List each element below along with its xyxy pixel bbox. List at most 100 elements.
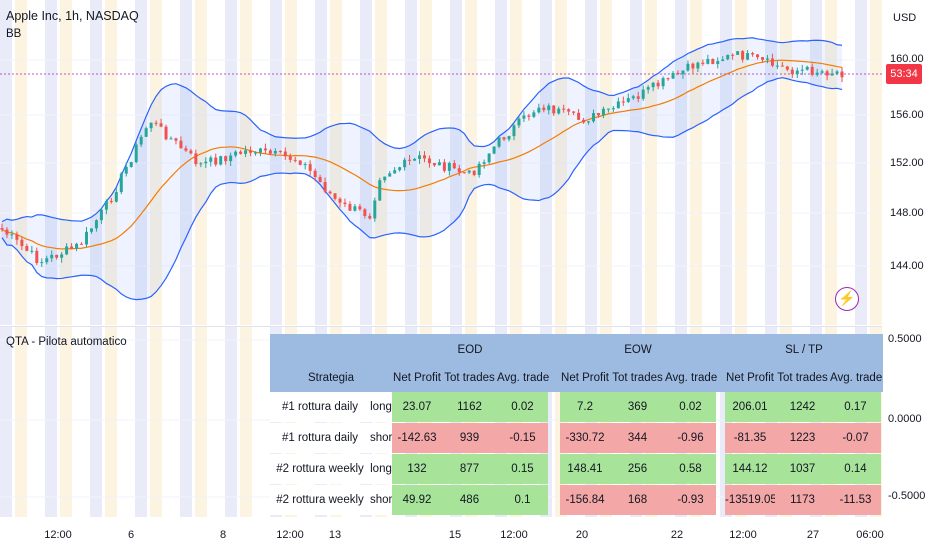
- strategy-side-cell: long: [370, 454, 392, 484]
- candle-body: [457, 168, 461, 173]
- candle-body: [328, 191, 332, 194]
- bollinger-lower-band: [1, 77, 843, 301]
- metric-value-cell: 0.02: [665, 392, 716, 422]
- candle-body: [790, 69, 794, 75]
- candle-body: [815, 72, 819, 75]
- candle-body: [129, 162, 133, 167]
- candle-body: [666, 78, 670, 80]
- metric-value-cell: 148.41: [560, 454, 610, 484]
- candle-body: [596, 113, 600, 116]
- metric-value-cell: 0.02: [497, 392, 548, 422]
- candle-body: [442, 162, 446, 171]
- time-tick: 12:00: [276, 529, 304, 541]
- candle-body: [810, 66, 814, 75]
- metric-value-cell: -0.93: [665, 485, 716, 515]
- candle-body: [706, 59, 710, 64]
- metric-value-cell: -13519.05: [725, 485, 777, 515]
- candle-body: [751, 53, 755, 55]
- candle-body: [60, 254, 64, 258]
- candle-body: [820, 71, 824, 73]
- strategy-side-cell: short: [370, 485, 396, 515]
- candle-body: [318, 176, 322, 183]
- time-tick: 12:00: [729, 529, 757, 541]
- session-stripe: [15, 327, 27, 517]
- metric-value-cell: 7.2: [560, 392, 610, 422]
- session-stripe: [105, 327, 117, 517]
- strategy-name-cell: #1 rottura daily: [270, 392, 370, 422]
- metric-value-cell: -142.63: [392, 423, 442, 453]
- candle-body: [716, 61, 720, 65]
- candle-body: [487, 153, 491, 163]
- session-stripe: [0, 327, 12, 517]
- metric-column-header: Net Profit: [726, 372, 774, 384]
- candle-body: [313, 170, 317, 177]
- candle-body: [358, 206, 362, 210]
- metric-value-cell: 1173: [775, 485, 830, 515]
- candle-body: [701, 62, 705, 64]
- candle-body: [75, 243, 79, 249]
- price-pane[interactable]: Apple Inc, 1h, NASDAQ BB USD 160.00 156.…: [0, 0, 932, 325]
- pane-separator[interactable]: [0, 326, 882, 327]
- candle-body: [258, 148, 262, 153]
- indicator-title[interactable]: QTA - Pilota automatico: [6, 336, 127, 348]
- candle-body: [278, 150, 282, 152]
- candle-body: [383, 176, 387, 181]
- metric-value-cell: 0.17: [830, 392, 881, 422]
- price-chart[interactable]: [0, 0, 882, 325]
- candle-body: [144, 128, 148, 137]
- metric-value-cell: 1242: [775, 392, 830, 422]
- candle-body: [562, 108, 566, 110]
- strategy-name-cell: #2 rottura weekly: [270, 454, 370, 484]
- lightning-alert-icon[interactable]: ⚡: [835, 287, 859, 311]
- session-stripe: [75, 327, 87, 517]
- candle-body: [572, 111, 576, 113]
- candle-body: [835, 71, 839, 74]
- group-header-eow: EOW: [624, 344, 652, 356]
- time-tick: 12:00: [500, 529, 528, 541]
- candle-body: [577, 112, 581, 120]
- candle-body: [780, 65, 784, 67]
- time-tick: 12:00: [44, 529, 72, 541]
- candle-body: [189, 150, 193, 154]
- candle-body: [20, 239, 24, 247]
- candle-body: [731, 54, 735, 56]
- metric-value-cell: 49.92: [392, 485, 442, 515]
- candle-body: [661, 78, 665, 87]
- metric-column-header: Avg. trade: [830, 372, 883, 384]
- candle-body: [437, 162, 441, 166]
- candle-body: [761, 57, 764, 60]
- candle-body: [333, 193, 337, 199]
- candle-body: [477, 163, 481, 175]
- candle-body: [452, 163, 456, 169]
- candle-body: [55, 254, 59, 258]
- candle-body: [646, 87, 650, 90]
- candle-body: [592, 113, 595, 122]
- session-stripe: [240, 327, 252, 517]
- candle-body: [174, 138, 178, 141]
- candle-body: [398, 167, 402, 171]
- time-axis[interactable]: 12:00 6 8 12:00 13 15 12:00 20 22 12:00 27 06:00: [0, 521, 884, 550]
- candle-body: [537, 107, 541, 113]
- candle-body: [418, 155, 422, 159]
- candle-body: [70, 246, 74, 249]
- metric-value-cell: 168: [610, 485, 665, 515]
- candle-body: [179, 140, 183, 149]
- symbol-title[interactable]: Apple Inc, 1h, NASDAQ: [6, 9, 139, 23]
- candle-body: [765, 58, 769, 60]
- bollinger-indicator-label[interactable]: BB: [6, 28, 22, 40]
- candle-body: [567, 109, 571, 112]
- candle-body: [611, 108, 615, 110]
- candle-body: [522, 115, 526, 119]
- candle-body: [676, 72, 680, 74]
- indicator-tick: 0.5000: [888, 333, 922, 345]
- candle-body: [40, 262, 44, 264]
- candle-body: [368, 215, 372, 219]
- candle-body: [606, 108, 610, 110]
- candle-body: [149, 122, 153, 129]
- candle-body: [472, 170, 476, 175]
- metric-value-cell: 256: [610, 454, 665, 484]
- candle-body: [249, 150, 253, 153]
- candle-body: [403, 159, 407, 168]
- currency-label: USD: [893, 12, 917, 24]
- metric-value-cell: 1037: [775, 454, 830, 484]
